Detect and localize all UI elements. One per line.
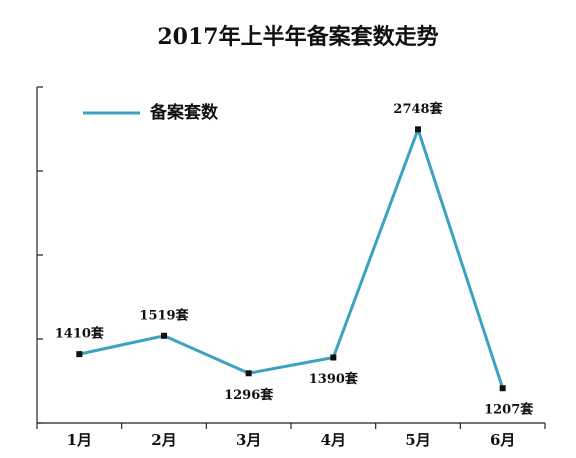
data-label: 1390套	[309, 371, 359, 387]
point-marker	[415, 126, 421, 133]
data-label: 1207套	[484, 402, 534, 418]
data-label: 1519套	[139, 307, 189, 323]
x-tick-label: 2月	[151, 431, 176, 449]
point-marker	[245, 370, 252, 377]
line	[79, 127, 505, 389]
data-label: 1410套	[55, 326, 105, 342]
data-label: 1296套	[224, 387, 274, 403]
point-marker	[330, 354, 337, 361]
chart-title: 2017年上半年备案套数走势	[157, 24, 438, 50]
x-tick-label: 1月	[67, 431, 92, 449]
x-tick-label: 4月	[321, 431, 346, 449]
data-label: 2748套	[393, 101, 443, 117]
x-tick-label: 5月	[405, 431, 430, 449]
legend-label: 备案套数	[149, 102, 219, 123]
point-marker	[499, 385, 506, 392]
point-marker	[161, 332, 167, 339]
point-marker	[76, 351, 83, 358]
x-tick-label: 6月	[490, 431, 515, 449]
x-tick-label: 3月	[236, 431, 261, 449]
